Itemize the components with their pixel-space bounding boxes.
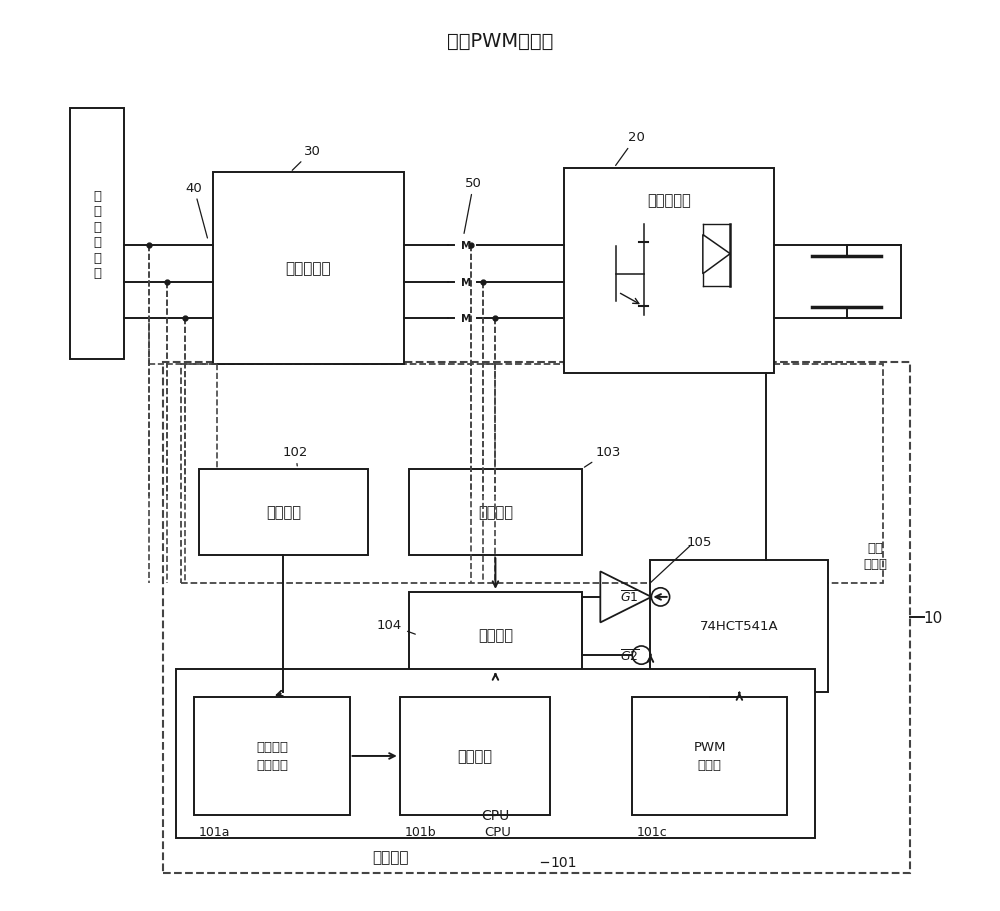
Text: 三相受控桥: 三相受控桥 xyxy=(647,193,691,208)
Bar xyxy=(163,363,910,873)
Bar xyxy=(564,169,774,374)
Text: 电网扰动
判出模块: 电网扰动 判出模块 xyxy=(256,741,288,772)
Text: 40: 40 xyxy=(185,181,207,239)
Text: $\overline{G1}$: $\overline{G1}$ xyxy=(620,589,640,605)
Bar xyxy=(199,469,368,556)
Text: 102: 102 xyxy=(283,445,308,466)
Bar xyxy=(409,592,582,679)
Text: 三
相
交
流
电
网: 三 相 交 流 电 网 xyxy=(93,189,101,280)
Text: 74HCT541A: 74HCT541A xyxy=(700,619,779,633)
Bar xyxy=(632,697,787,815)
Text: 101b: 101b xyxy=(404,825,436,838)
Text: 101: 101 xyxy=(550,855,577,869)
Bar xyxy=(181,364,883,583)
Text: M: M xyxy=(461,278,471,287)
Text: CPU: CPU xyxy=(481,808,510,822)
Text: $\overline{G2}$: $\overline{G2}$ xyxy=(620,648,640,663)
Text: 并网PWM变换器: 并网PWM变换器 xyxy=(447,32,553,50)
Text: 过流检出: 过流检出 xyxy=(478,628,513,643)
Text: M: M xyxy=(461,314,471,323)
Text: 101c: 101c xyxy=(637,825,668,838)
Text: 104: 104 xyxy=(377,619,415,634)
Bar xyxy=(194,697,350,815)
Text: 并网滤波器: 并网滤波器 xyxy=(286,261,331,276)
Text: CPU: CPU xyxy=(484,825,511,838)
Text: 电流采样: 电流采样 xyxy=(478,505,513,520)
Text: 103: 103 xyxy=(584,445,621,467)
Text: M: M xyxy=(461,241,471,251)
Text: 30: 30 xyxy=(292,145,321,171)
Text: 电压采样: 电压采样 xyxy=(266,505,301,520)
Text: 三态
缓冲器: 三态 缓冲器 xyxy=(864,541,888,570)
Bar xyxy=(650,560,828,692)
Text: 105: 105 xyxy=(686,536,712,548)
Bar xyxy=(176,670,815,838)
Bar xyxy=(213,173,404,364)
Text: 故障保护: 故障保护 xyxy=(457,749,492,763)
Text: 10: 10 xyxy=(924,610,943,625)
Text: 20: 20 xyxy=(616,131,645,167)
Text: 50: 50 xyxy=(464,177,482,234)
Text: 控制电路: 控制电路 xyxy=(372,849,409,864)
Text: 101a: 101a xyxy=(199,825,231,838)
Bar xyxy=(409,469,582,556)
Bar xyxy=(70,109,124,360)
Bar xyxy=(400,697,550,815)
Text: PWM
发生器: PWM 发生器 xyxy=(694,741,726,772)
